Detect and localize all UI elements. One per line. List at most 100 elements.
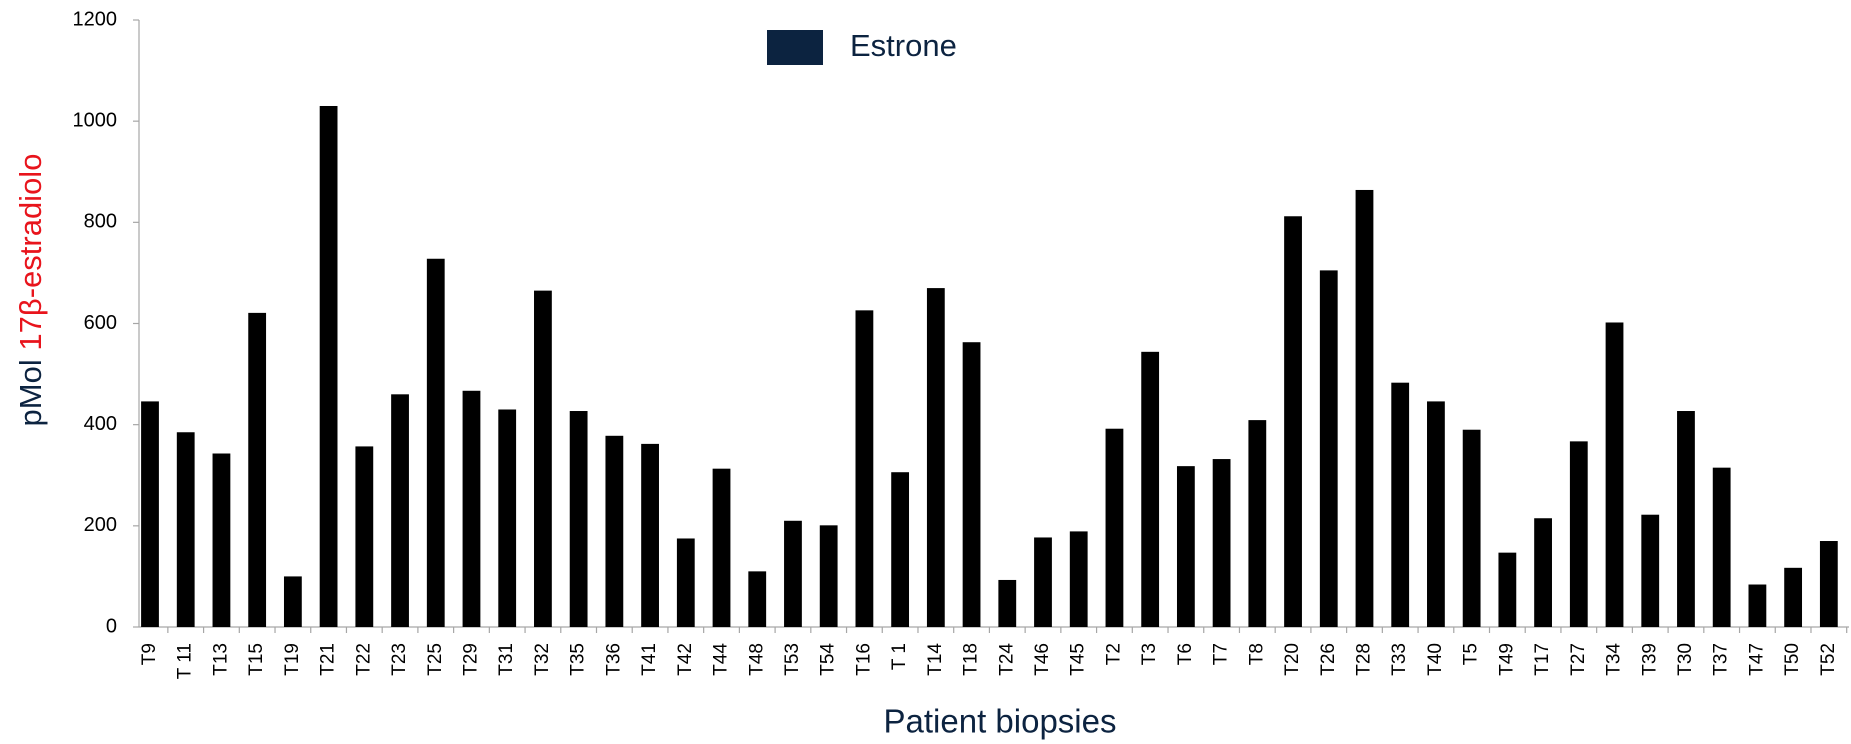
bar [283,576,302,627]
bar [962,342,981,627]
y-label-name: 17β-estradiolo [13,154,48,351]
bar [1284,216,1302,627]
x-tick-label: T16 [853,643,874,676]
x-tick-label: T9 [139,643,160,665]
bar [1641,514,1660,627]
x-tick-label: T46 [1032,643,1053,676]
bar [1784,567,1803,627]
x-tick-label: T41 [639,643,660,676]
bar [248,312,267,627]
x-tick-label: T40 [1425,643,1446,676]
bar [176,432,195,627]
y-tick-label: 0 [106,615,117,637]
y-tick-label: 200 [84,514,117,536]
x-tick-label: T15 [246,643,267,676]
x-tick-label: T37 [1711,643,1732,676]
x-tick-label: T27 [1568,643,1589,676]
bar [712,468,731,627]
bar [569,411,588,627]
x-tick-label: T24 [996,643,1017,676]
bar [998,579,1017,627]
x-tick-label: T54 [818,643,839,676]
y-tick-label: 800 [84,211,117,233]
x-tick-label: T32 [532,643,553,676]
bar [1534,518,1552,627]
bar [426,258,445,627]
bar [819,525,838,627]
x-tick-label: T53 [782,643,803,676]
bar [391,394,409,627]
bar [1605,322,1624,627]
bar [1034,537,1052,627]
bar [1748,584,1767,627]
legend-swatch [767,30,823,65]
x-tick-label: T7 [1211,643,1232,665]
x-tick-label: T35 [568,643,589,676]
y-label-unit: pMol [13,359,48,426]
bar [141,401,159,627]
bar [1319,270,1338,627]
bar [212,453,231,627]
x-tick-label: T6 [1175,643,1196,665]
x-tick-label: T33 [1389,643,1410,676]
x-axis-label: Patient biopsies [884,703,1117,740]
x-tick-label: T18 [961,643,982,676]
x-tick-label: T44 [711,643,732,676]
bar [784,520,802,627]
y-tick-label: 400 [84,413,117,435]
bar [1462,429,1481,627]
x-tick-label: T8 [1246,643,1267,665]
bar [1569,441,1588,627]
bar [641,443,659,627]
bar [534,290,552,627]
x-tick-label: T45 [1068,643,1089,676]
bar [1355,189,1374,627]
x-tick-label: T29 [460,643,481,676]
x-tick-label: T22 [353,643,374,676]
x-tick-label: T34 [1604,643,1625,676]
bar [462,390,481,627]
x-tick-label: T50 [1782,643,1803,676]
bar [1391,382,1410,627]
x-tick-label: T42 [675,643,696,676]
x-tick-label: T20 [1282,643,1303,676]
bar [1141,351,1160,627]
x-tick-label: T47 [1746,643,1767,676]
bar [319,105,338,627]
x-tick-label: T23 [389,643,410,676]
x-tick-label: T49 [1496,643,1517,676]
bar [1248,420,1267,627]
x-tick-label: T39 [1639,643,1660,676]
bar [1498,552,1517,627]
x-tick-label: T30 [1675,643,1696,676]
x-tick-label: T25 [425,643,446,676]
bar [498,409,517,627]
bar [1212,459,1231,627]
x-tick-label: T 11 [175,643,196,679]
bar [1069,531,1088,627]
x-tick-label: T36 [603,643,624,676]
x-tick-label: T3 [1139,643,1160,665]
bar [1176,466,1195,627]
y-tick-label: 1000 [73,109,118,131]
x-tick-label: T14 [925,643,946,676]
x-tick-label: T 1 [889,643,910,670]
bar [1712,467,1731,627]
bar [605,435,624,627]
x-tick-label: T13 [210,643,231,676]
bar [926,288,945,627]
bar [1677,411,1695,627]
x-tick-label: T31 [496,643,517,676]
bar [676,538,695,627]
x-tick-label: T19 [282,643,303,676]
x-tick-label: T26 [1318,643,1339,676]
bar [748,571,767,627]
x-tick-label: T17 [1532,643,1553,676]
y-tick-label: 1200 [73,8,118,30]
x-tick-label: T2 [1103,643,1124,665]
legend-label: Estrone [850,28,957,63]
x-tick-label: T5 [1461,643,1482,665]
x-tick-label: T48 [746,643,767,676]
bar [1819,541,1838,627]
bar [1105,428,1124,627]
